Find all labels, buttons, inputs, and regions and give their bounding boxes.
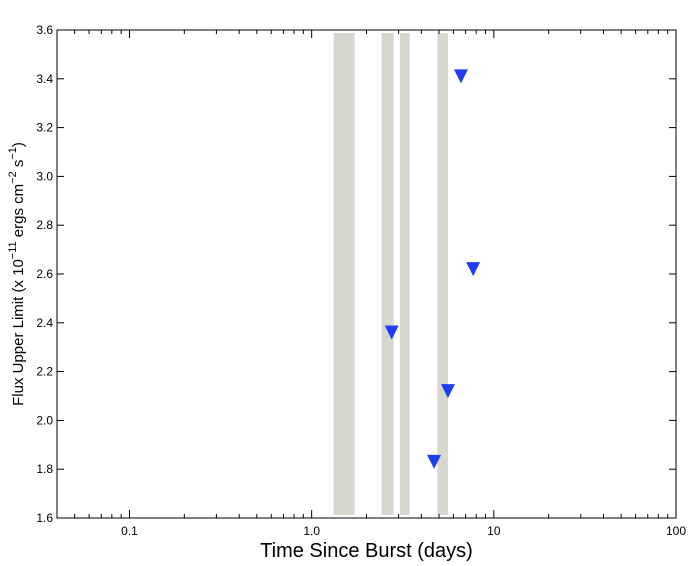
plot-frame [56, 29, 677, 519]
y-axis-label-mid2: s [10, 160, 27, 172]
y-tick-label: 3.2 [36, 121, 53, 135]
y-tick-label: 2.8 [36, 218, 53, 232]
shaded-interval [333, 33, 355, 515]
x-tick-label: 1.0 [303, 524, 320, 538]
x-tick-label: 10 [487, 524, 501, 538]
y-axis-label-exp2: −2 [7, 171, 19, 184]
upper-limit-points [384, 69, 481, 469]
y-axis-label: Flux Upper Limit (x 10−11 ergs cm−2 s−1) [7, 142, 27, 406]
y-tick-label: 3.4 [36, 72, 53, 86]
upper-limit-marker [384, 325, 399, 340]
y-tick-label: 3.0 [36, 169, 53, 183]
x-tick-label: 0.1 [121, 524, 138, 538]
upper-limit-marker [453, 69, 468, 84]
y-tick-label: 2.6 [36, 267, 53, 281]
y-tick-label: 1.6 [36, 511, 53, 525]
shaded-interval [437, 33, 448, 515]
x-tick-label: 100 [666, 524, 686, 538]
y-tick-label: 2.4 [36, 316, 53, 330]
y-tick-label: 2.2 [36, 365, 53, 379]
y-tick-label: 1.8 [36, 462, 53, 476]
shaded-interval [381, 33, 394, 515]
x-axis: 0.1 1.0 10 100 [56, 30, 686, 538]
y-tick-label: 3.6 [36, 23, 53, 37]
shaded-intervals [333, 33, 448, 515]
y-axis-label-exp3: −1 [7, 147, 19, 160]
y-axis-label-mid: ergs cm [10, 184, 27, 242]
y-axis: 1.6 1.8 2.0 2.2 2.4 2.6 2.8 3.0 3.2 3.4 3.6 [36, 23, 676, 525]
shaded-interval [399, 33, 410, 515]
upper-limit-marker [427, 454, 442, 469]
y-axis-label-exp1: −11 [7, 241, 19, 259]
upper-limit-marker [440, 384, 455, 399]
x-axis-label: Time Since Burst (days) [260, 540, 473, 562]
y-axis-label-base: Flux Upper Limit (x 10 [10, 259, 27, 406]
y-tick-label: 2.0 [36, 413, 53, 427]
upper-limit-marker [466, 262, 481, 277]
y-axis-label-end: ) [10, 142, 27, 147]
